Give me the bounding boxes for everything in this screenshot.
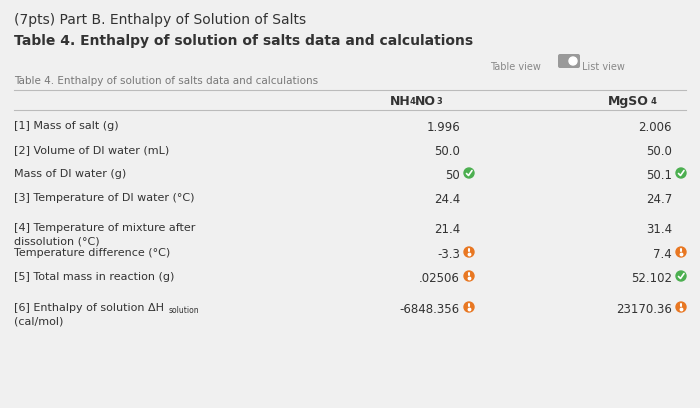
Circle shape xyxy=(464,271,474,281)
Text: Temperature difference (°C): Temperature difference (°C) xyxy=(14,248,170,258)
Text: .02506: .02506 xyxy=(419,272,460,285)
Text: 4: 4 xyxy=(410,97,416,106)
Text: -6848.356: -6848.356 xyxy=(400,303,460,316)
Text: 7.4: 7.4 xyxy=(653,248,672,261)
Text: 2.006: 2.006 xyxy=(638,121,672,134)
Text: 50.1: 50.1 xyxy=(646,169,672,182)
Circle shape xyxy=(464,247,474,257)
Text: 24.4: 24.4 xyxy=(434,193,460,206)
Text: -3.3: -3.3 xyxy=(437,248,460,261)
Circle shape xyxy=(464,168,474,178)
Text: [4] Temperature of mixture after: [4] Temperature of mixture after xyxy=(14,223,195,233)
Circle shape xyxy=(464,302,474,312)
Text: dissolution (°C): dissolution (°C) xyxy=(14,236,99,246)
Text: 50: 50 xyxy=(445,169,460,182)
Text: 1.996: 1.996 xyxy=(426,121,460,134)
Text: (cal/mol): (cal/mol) xyxy=(14,316,64,326)
Text: [6] Enthalpy of solution ΔH: [6] Enthalpy of solution ΔH xyxy=(14,303,164,313)
Text: 4: 4 xyxy=(651,97,657,106)
Text: Table 4. Enthalpy of solution of salts data and calculations: Table 4. Enthalpy of solution of salts d… xyxy=(14,34,473,48)
Text: 23170.36: 23170.36 xyxy=(616,303,672,316)
Text: 31.4: 31.4 xyxy=(646,223,672,236)
Text: [5] Total mass in reaction (g): [5] Total mass in reaction (g) xyxy=(14,272,174,282)
Text: Table 4. Enthalpy of solution of salts data and calculations: Table 4. Enthalpy of solution of salts d… xyxy=(14,76,318,86)
Text: 50.0: 50.0 xyxy=(434,145,460,158)
Text: NH: NH xyxy=(390,95,411,108)
FancyBboxPatch shape xyxy=(558,54,580,68)
Text: 52.102: 52.102 xyxy=(631,272,672,285)
Circle shape xyxy=(676,302,686,312)
Text: 21.4: 21.4 xyxy=(434,223,460,236)
Text: solution: solution xyxy=(169,306,199,315)
Text: Table view: Table view xyxy=(490,62,541,72)
Circle shape xyxy=(676,247,686,257)
Text: (7pts) Part B. Enthalpy of Solution of Salts: (7pts) Part B. Enthalpy of Solution of S… xyxy=(14,13,306,27)
Text: MgSO: MgSO xyxy=(608,95,649,108)
Text: 24.7: 24.7 xyxy=(645,193,672,206)
Text: [2] Volume of DI water (mL): [2] Volume of DI water (mL) xyxy=(14,145,169,155)
Text: NO: NO xyxy=(415,95,436,108)
Circle shape xyxy=(676,168,686,178)
Text: [1] Mass of salt (g): [1] Mass of salt (g) xyxy=(14,121,118,131)
Text: 50.0: 50.0 xyxy=(646,145,672,158)
Text: [3] Temperature of DI water (°C): [3] Temperature of DI water (°C) xyxy=(14,193,195,203)
Text: 3: 3 xyxy=(436,97,442,106)
Circle shape xyxy=(569,57,577,65)
Text: Mass of DI water (g): Mass of DI water (g) xyxy=(14,169,126,179)
Circle shape xyxy=(676,271,686,281)
Text: List view: List view xyxy=(582,62,625,72)
